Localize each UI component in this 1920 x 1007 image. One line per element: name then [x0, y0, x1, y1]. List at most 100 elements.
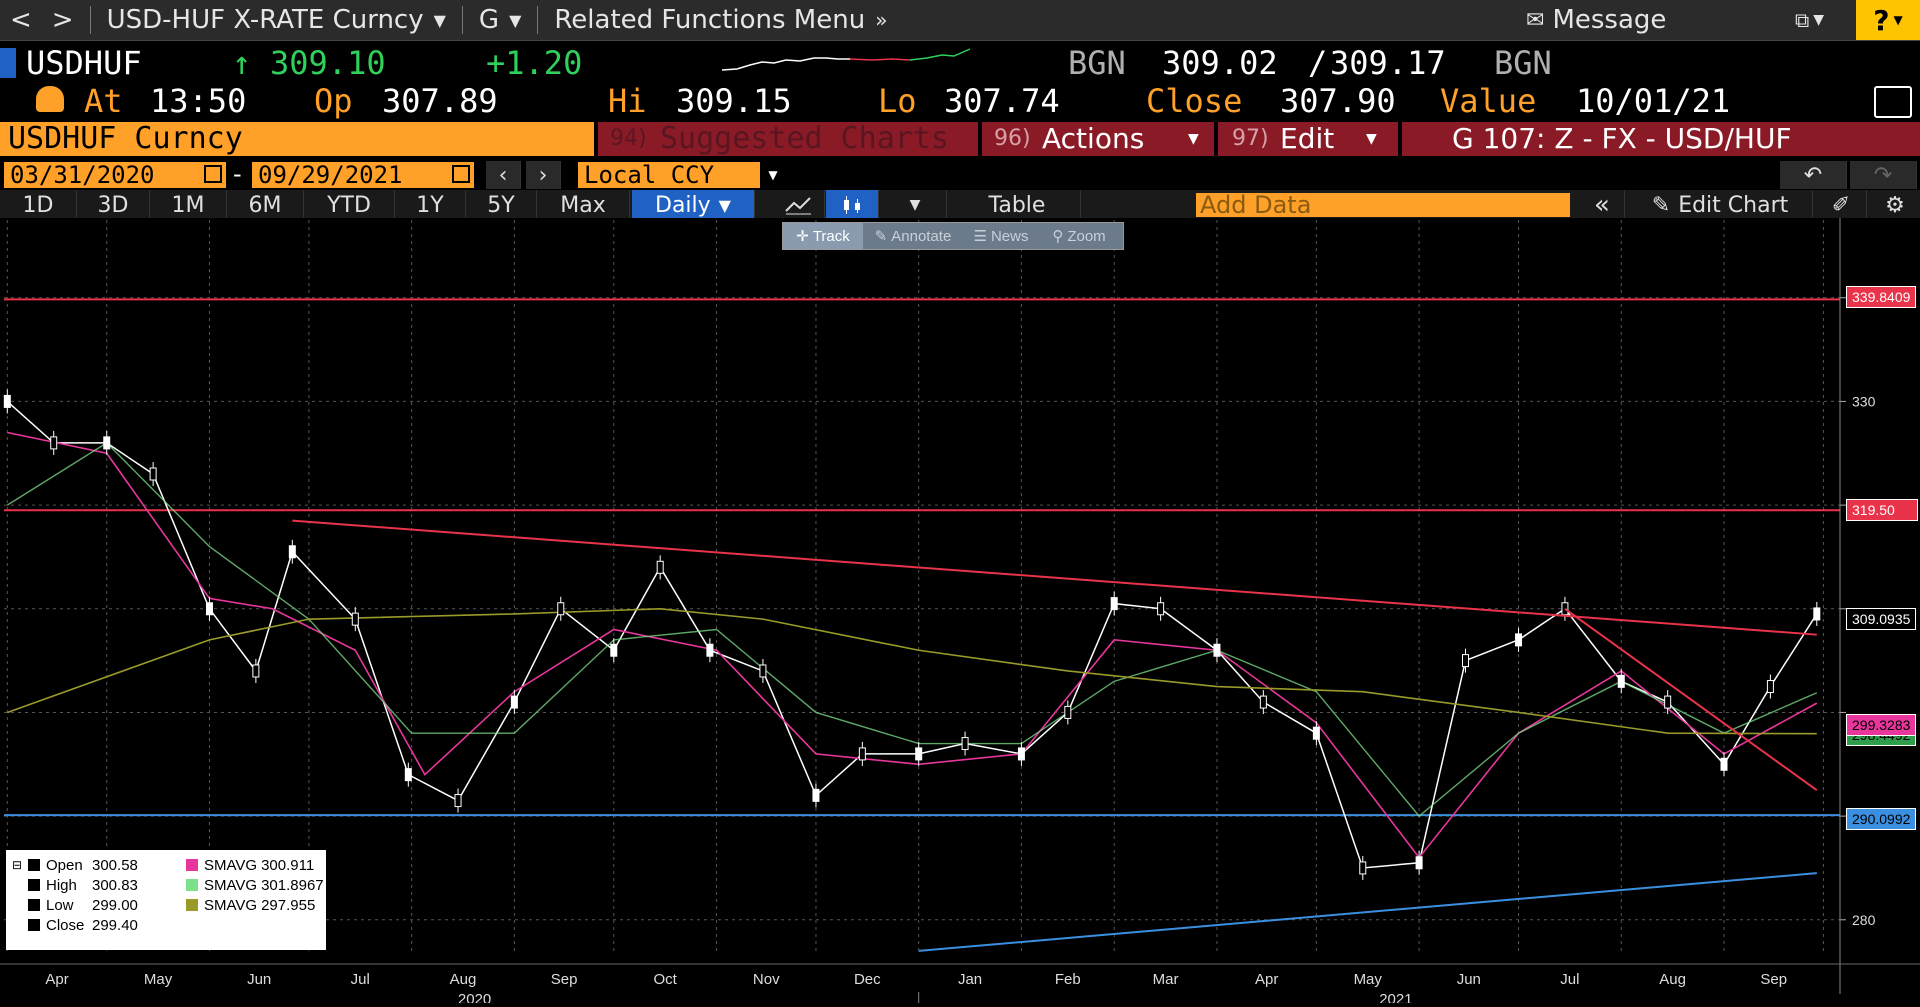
- ticker: USDHUF: [26, 44, 142, 82]
- horizontal-levels: [4, 298, 1840, 817]
- actions-number: 96): [994, 126, 1031, 151]
- function-menu-label: G: [478, 5, 500, 35]
- x-year-label: 2021: [1379, 991, 1412, 1003]
- suggested-charts-button[interactable]: 94) Suggested Charts: [598, 122, 978, 156]
- legend-close-label: Close: [46, 916, 85, 934]
- axes: Apr May Jun Jul Aug Sep Oct Nov Dec Jan Feb Mar Apr M…: [0, 218, 1920, 1007]
- price-candle-body: [1462, 654, 1470, 668]
- price-candle-body: [1017, 747, 1025, 761]
- currency-select[interactable]: Local CCY ▼: [578, 162, 786, 188]
- annotate-tool[interactable]: ✎ Annotate: [863, 223, 963, 249]
- help-button[interactable]: ? ▼: [1856, 0, 1920, 40]
- line-chart-button[interactable]: [772, 190, 825, 220]
- line-chart-icon: [785, 197, 811, 215]
- caret-down-icon: ▼: [433, 10, 446, 30]
- frequency-label: Daily: [655, 192, 711, 218]
- at-label: At: [84, 82, 123, 120]
- previous-period-button[interactable]: ‹: [486, 161, 521, 189]
- message-button[interactable]: ✉ Message: [1516, 0, 1676, 40]
- security-bar[interactable]: USDHUF Curncy: [0, 122, 594, 156]
- x-tick-label: Dec: [854, 971, 881, 988]
- price-series-line: [6, 400, 1818, 869]
- window-icon: ⧉: [1795, 8, 1810, 32]
- value-date: 10/01/21: [1576, 82, 1731, 120]
- x-tick-label: Jul: [1560, 971, 1579, 988]
- candlestick-icon: [844, 196, 860, 214]
- end-date-value: 09/29/2021: [258, 161, 403, 189]
- edit-menu[interactable]: 97) Edit ▼: [1218, 122, 1398, 156]
- period-button[interactable]: Max: [537, 190, 630, 220]
- price-candle-body: [3, 394, 11, 408]
- price-candle-body: [610, 643, 618, 657]
- chart-template-bar[interactable]: G 107: Z - FX - USD/HUF: [1402, 122, 1920, 156]
- actions-menu[interactable]: 96) Actions ▼: [982, 122, 1214, 156]
- quote-time: 13:50: [150, 82, 247, 120]
- period-button[interactable]: YTD: [304, 190, 395, 220]
- edit-chart-button[interactable]: ✎ Edit Chart: [1628, 190, 1813, 220]
- ask-price: 309.17: [1330, 44, 1446, 82]
- price-candle-body: [1813, 607, 1821, 621]
- price-chart[interactable]: Apr May Jun Jul Aug Sep Oct Nov Dec Jan Feb Mar Apr M…: [0, 218, 1920, 1007]
- forward-button[interactable]: >: [51, 5, 74, 35]
- security-menu[interactable]: USD-HUF X-RATE Curncy ▼: [97, 0, 456, 40]
- start-date-field[interactable]: 03/31/2020: [4, 162, 226, 188]
- legend-high-label: High: [46, 876, 77, 894]
- gear-button[interactable]: ⚙: [1870, 190, 1920, 220]
- price-candle-body: [454, 794, 462, 808]
- series: [3, 389, 1821, 880]
- high-value: 309.15: [676, 82, 792, 120]
- caret-down-icon: ▼: [1188, 131, 1199, 147]
- window-menu-button[interactable]: ⧉ ▼: [1785, 0, 1834, 40]
- price-candle-body: [812, 788, 820, 802]
- related-functions-menu[interactable]: Related Functions Menu »: [544, 0, 897, 40]
- price-candle-body: [1110, 597, 1118, 611]
- period-button[interactable]: 3D: [77, 190, 150, 220]
- period-button[interactable]: 5Y: [466, 190, 537, 220]
- zoom-tool[interactable]: ⚲ Zoom: [1039, 223, 1119, 249]
- news-tool[interactable]: ☰ News: [963, 223, 1039, 249]
- redo-button[interactable]: ↷: [1850, 161, 1917, 189]
- period-button[interactable]: 6M: [227, 190, 304, 220]
- trendline: [292, 519, 1817, 636]
- frequency-select[interactable]: Daily ▼: [632, 190, 755, 220]
- next-period-button[interactable]: ›: [526, 161, 561, 189]
- grid: [4, 220, 1840, 954]
- x-year-label: 2020: [458, 991, 491, 1003]
- screen-capture-icon[interactable]: [1874, 86, 1912, 118]
- end-date-field[interactable]: 09/29/2021: [252, 162, 474, 188]
- currency-select-value: Local CCY: [584, 161, 715, 189]
- legend-swatch: [186, 879, 198, 891]
- trendlines: [292, 519, 1818, 952]
- x-tick-label: Mar: [1153, 971, 1179, 988]
- chart-type-dropdown[interactable]: ▼: [884, 190, 947, 220]
- add-data-input[interactable]: Add Data: [1196, 193, 1570, 217]
- legend-close: Close 299.40: [28, 916, 138, 934]
- chart-legend[interactable]: ⊟ Open 300.58 High 300.83 Low 299.00 Close 2…: [6, 850, 326, 950]
- price-candle-body: [1720, 757, 1728, 771]
- high-label: Hi: [608, 82, 647, 120]
- news-icon: ☰: [973, 228, 987, 245]
- function-menu[interactable]: G ▼: [469, 0, 531, 40]
- speedometer-icon[interactable]: [36, 86, 64, 112]
- legend-sma-slow: SMAVG 297.955: [186, 896, 315, 914]
- period-button[interactable]: 1Y: [395, 190, 466, 220]
- undo-button[interactable]: ↶: [1780, 161, 1847, 189]
- legend-collapse-icon[interactable]: ⊟: [12, 858, 23, 872]
- track-tool-label: Track: [812, 227, 850, 245]
- x-tick-label: Sep: [1760, 971, 1787, 988]
- table-button[interactable]: Table: [954, 190, 1081, 220]
- chart-tools-bar: ✛ Track ✎ Annotate ☰ News ⚲ Zoom: [782, 222, 1124, 250]
- news-tool-label: News: [990, 227, 1029, 245]
- related-functions-label: Related Functions Menu: [554, 5, 866, 35]
- ticker-marker: [0, 48, 16, 78]
- candlestick-button[interactable]: [826, 190, 879, 220]
- period-button[interactable]: 1M: [150, 190, 227, 220]
- collapse-button[interactable]: «: [1580, 190, 1625, 220]
- x-tick-label: May: [1354, 971, 1383, 988]
- chart-settings-button[interactable]: ✐: [1816, 190, 1867, 220]
- track-tool[interactable]: ✛ Track: [783, 223, 863, 249]
- period-buttons: 1D 3D 1M 6M YTD 1Y 5Y Max: [0, 190, 630, 220]
- x-tick-label: Oct: [653, 971, 677, 988]
- period-button[interactable]: 1D: [0, 190, 77, 220]
- back-button[interactable]: <: [10, 5, 32, 35]
